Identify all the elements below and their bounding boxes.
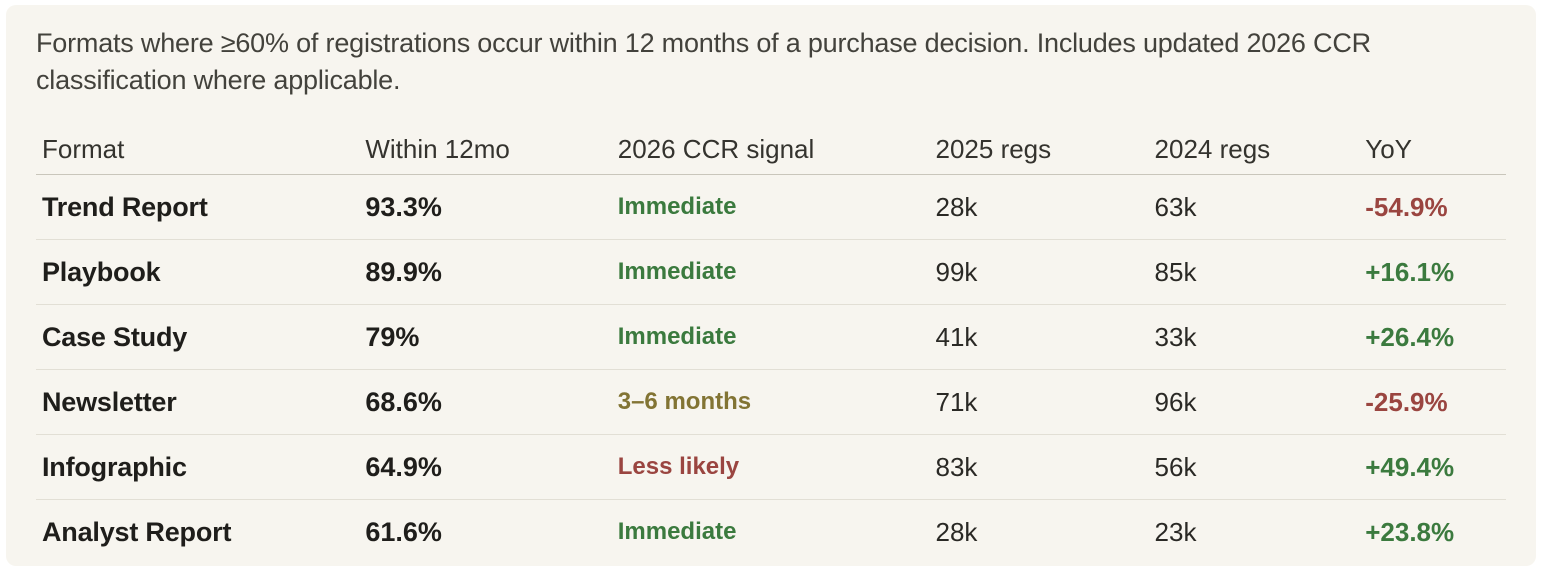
cell-within-12mo: 61.6% — [365, 516, 442, 547]
header-row: Format Within 12mo 2026 CCR signal 2025 … — [36, 124, 1506, 175]
table-row: Analyst Report 61.6% Immediate 28k 23k +23.8% — [36, 500, 1506, 565]
cell-2025-regs: 99k — [929, 239, 1149, 305]
cell-2025-regs: 28k — [929, 174, 1149, 240]
table-row: Case Study 79% Immediate 41k 33k +26.4% — [36, 304, 1506, 370]
cell-2026-ccr-signal: Immediate — [617, 518, 737, 545]
cell-format: Infographic — [36, 434, 360, 500]
column-header-within-12mo: Within 12mo — [359, 124, 612, 175]
cell-2026-ccr-signal: Immediate — [611, 304, 930, 370]
table-body: Trend Report 93.3% Immediate 28k 63k -54.9% Pl… — [36, 174, 1506, 565]
table-row: Playbook 89.9% Immediate 99k 85k +16.1% — [36, 239, 1506, 305]
column-header-2025-regs: 2025 regs — [929, 124, 1149, 175]
cell-format: Case Study — [36, 304, 360, 370]
column-header-format: Format — [36, 124, 360, 175]
cell-2026-ccr-signal: 3–6 months — [611, 369, 930, 435]
column-header-2026-ccr-signal: 2026 CCR signal — [611, 124, 930, 175]
cell-2024-regs: 85k — [1148, 239, 1360, 305]
cell-within-12mo: 89.9% — [359, 239, 612, 305]
cell-yoy: -25.9% — [1359, 369, 1506, 435]
cell-yoy: +16.1% — [1359, 239, 1506, 305]
cell-within-12mo: 79% — [359, 304, 612, 370]
cell-format: Analyst Report — [42, 516, 232, 547]
table-header: Format Within 12mo 2026 CCR signal 2025 … — [36, 124, 1506, 175]
cell-2026-ccr-signal: Immediate — [611, 239, 930, 305]
table-row: Newsletter 68.6% 3–6 months 71k 96k -25.9% — [36, 369, 1506, 435]
table-row: Infographic 64.9% Less likely 83k 56k +49.4% — [36, 434, 1506, 500]
column-header-yoy: YoY — [1359, 124, 1506, 175]
cell-format: Trend Report — [36, 174, 360, 240]
cell-2025-regs: 41k — [929, 304, 1149, 370]
cell-2026-ccr-signal: Less likely — [611, 434, 930, 500]
cell-2025-regs: 71k — [929, 369, 1149, 435]
cell-2025-regs: 28k — [935, 516, 978, 547]
cell-yoy: +49.4% — [1359, 434, 1506, 500]
cell-within-12mo: 93.3% — [359, 174, 612, 240]
table-row: Trend Report 93.3% Immediate 28k 63k -54.9% — [36, 174, 1506, 240]
cell-2024-regs: 33k — [1148, 304, 1360, 370]
column-header-2024-regs: 2024 regs — [1148, 124, 1360, 175]
cell-2024-regs: 56k — [1148, 434, 1360, 500]
cell-2024-regs: 63k — [1148, 174, 1360, 240]
cell-2026-ccr-signal: Immediate — [611, 174, 930, 240]
cell-2024-regs: 96k — [1148, 369, 1360, 435]
formats-table-panel: Formats where ≥60% of registrations occu… — [6, 5, 1536, 566]
cell-within-12mo: 64.9% — [359, 434, 612, 500]
cell-2024-regs: 23k — [1154, 516, 1197, 547]
cell-format: Playbook — [36, 239, 360, 305]
cell-yoy: -54.9% — [1359, 174, 1506, 240]
table-description: Formats where ≥60% of registrations occu… — [36, 28, 1371, 95]
cell-within-12mo: 68.6% — [359, 369, 612, 435]
cell-format: Newsletter — [36, 369, 360, 435]
formats-registrations-table: Format Within 12mo 2026 CCR signal 2025 … — [36, 124, 1506, 564]
cell-yoy: +23.8% — [1365, 516, 1455, 547]
cell-yoy: +26.4% — [1359, 304, 1506, 370]
cell-2025-regs: 83k — [929, 434, 1149, 500]
